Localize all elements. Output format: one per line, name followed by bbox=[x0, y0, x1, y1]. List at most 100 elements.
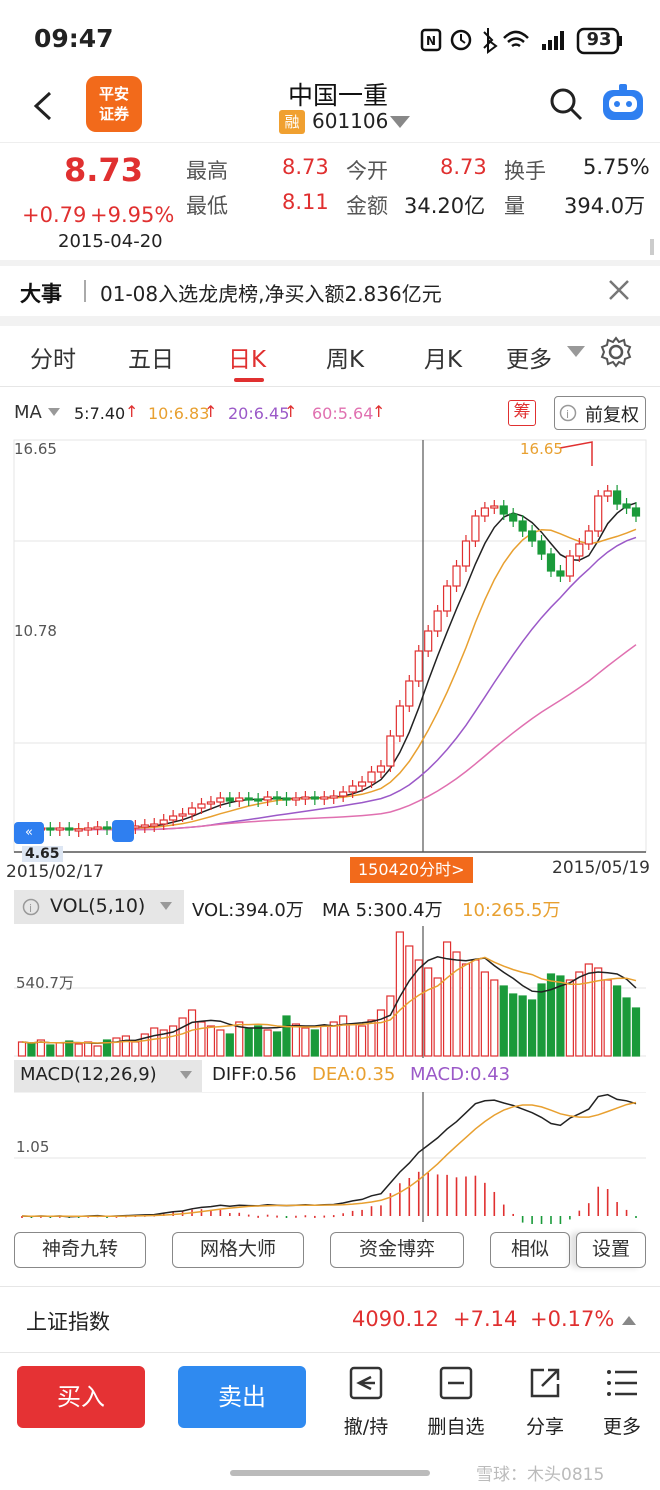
search-icon[interactable] bbox=[548, 86, 584, 122]
macd-bar bbox=[521, 1216, 524, 1223]
cancel-hold-button[interactable]: 撤/持 bbox=[336, 1366, 396, 1439]
tab-wuri[interactable]: 五日 bbox=[128, 347, 174, 373]
volume-bar bbox=[575, 971, 584, 1057]
index-bar[interactable]: 上证指数 4090.12 +7.14 +0.17% bbox=[0, 1290, 660, 1352]
candlestick bbox=[272, 796, 282, 800]
macd-bar bbox=[484, 1182, 486, 1216]
volume-bar bbox=[84, 1041, 93, 1057]
volume-bar bbox=[320, 1025, 329, 1057]
back-icon[interactable] bbox=[30, 90, 58, 122]
tool-capital-game-button[interactable]: 资金博弈 bbox=[330, 1232, 464, 1268]
ma-label[interactable]: MA bbox=[14, 402, 42, 423]
tool-grid-master-button[interactable]: 网格大师 bbox=[172, 1232, 304, 1268]
candlestick bbox=[452, 565, 461, 587]
tab-more[interactable]: 更多 bbox=[506, 347, 552, 373]
minus-box-icon bbox=[439, 1366, 473, 1400]
candlestick bbox=[178, 813, 187, 817]
tab-yuek[interactable]: 月K bbox=[424, 347, 463, 373]
volume-bar bbox=[527, 999, 537, 1057]
volume-bar bbox=[395, 931, 404, 1057]
volume-bar bbox=[206, 1025, 216, 1057]
tool-similar-button[interactable]: 相似 bbox=[490, 1232, 570, 1268]
event-text[interactable]: 01-08入选龙虎榜,净买入额2.836亿元 bbox=[100, 282, 442, 306]
macd-indicator-selector[interactable]: MACD(12,26,9) bbox=[14, 1060, 202, 1092]
volume-bar bbox=[376, 1009, 386, 1057]
candlestick bbox=[301, 796, 310, 800]
candlestick bbox=[499, 505, 508, 515]
volume-bar bbox=[584, 963, 593, 1057]
chevron-down-icon[interactable] bbox=[48, 408, 60, 417]
macd-bar bbox=[493, 1191, 496, 1216]
event-bar[interactable]: 大事 01-08入选龙虎榜,净买入额2.836亿元 bbox=[0, 266, 660, 316]
tool-settings-button[interactable]: 设置 bbox=[576, 1232, 646, 1268]
sell-button[interactable]: 卖出 bbox=[178, 1366, 306, 1428]
tab-fenshi[interactable]: 分时 bbox=[30, 347, 76, 373]
amount-label: 金额 bbox=[346, 194, 388, 218]
fuquan-button[interactable]: i 前复权 bbox=[554, 396, 646, 430]
macd-bar bbox=[616, 1202, 618, 1216]
svg-text:i: i bbox=[566, 408, 569, 421]
cursor-date-button[interactable]: 150420分时> bbox=[350, 857, 473, 883]
macd-chart[interactable] bbox=[0, 1092, 660, 1224]
chevron-up-icon[interactable] bbox=[622, 1316, 636, 1326]
candlestick bbox=[622, 503, 631, 509]
buy-button[interactable]: 买入 bbox=[17, 1366, 145, 1428]
macd-bar bbox=[295, 1215, 297, 1218]
amount-value: 34.20亿 bbox=[404, 194, 486, 218]
volume-bar bbox=[310, 1029, 319, 1057]
start-date-label: 2015/02/17 bbox=[6, 862, 104, 882]
tab-zhouk[interactable]: 周K bbox=[326, 347, 365, 373]
candlestick bbox=[84, 827, 93, 831]
candlestick bbox=[320, 796, 329, 800]
drag-handle-icon[interactable] bbox=[112, 820, 134, 842]
alarm-icon bbox=[450, 29, 472, 51]
vol-indicator-selector[interactable]: i VOL(5,10) bbox=[14, 890, 184, 924]
candlestick bbox=[206, 801, 216, 805]
more-button[interactable]: 更多 bbox=[592, 1366, 652, 1439]
broker-logo: 平安证券 bbox=[86, 76, 142, 132]
candlestick bbox=[150, 823, 159, 827]
low-value: 8.11 bbox=[282, 190, 329, 214]
volume-bar bbox=[46, 1044, 55, 1057]
candlestick bbox=[93, 826, 102, 830]
status-icons: N bbox=[420, 27, 622, 55]
vol-ma10-line bbox=[21, 956, 637, 1044]
macd-bar bbox=[342, 1213, 344, 1216]
chevron-down-icon[interactable] bbox=[567, 346, 585, 358]
candlestick bbox=[480, 507, 489, 517]
macd-bar bbox=[550, 1216, 552, 1224]
candlestick bbox=[414, 650, 423, 682]
nfc-icon bbox=[420, 28, 442, 52]
tab-rik[interactable]: 日K bbox=[228, 347, 267, 373]
candlestick bbox=[442, 585, 452, 612]
volume-bar bbox=[386, 995, 395, 1057]
robot-assistant-icon[interactable] bbox=[601, 84, 645, 124]
vol-axis-label: 540.7万 bbox=[16, 974, 74, 992]
macd-bar bbox=[417, 1171, 420, 1216]
macd-bar bbox=[229, 1213, 231, 1216]
volume-bar bbox=[339, 1015, 348, 1057]
tool-nine-turn-button[interactable]: 神奇九转 bbox=[14, 1232, 146, 1268]
rong-badge: 融 bbox=[279, 110, 305, 134]
close-icon[interactable] bbox=[608, 279, 630, 301]
bluetooth-icon bbox=[483, 28, 498, 54]
macd-bar bbox=[332, 1215, 335, 1218]
candlestick bbox=[461, 540, 471, 567]
volume-bar bbox=[518, 995, 527, 1057]
share-button[interactable]: 分享 bbox=[515, 1366, 575, 1439]
volume-bar bbox=[55, 1042, 64, 1057]
vol-ma10-value: 10:265.5万 bbox=[462, 900, 561, 921]
gear-icon[interactable] bbox=[600, 336, 632, 368]
ma10-value: 10:6.83 bbox=[148, 404, 210, 423]
kline-chart[interactable] bbox=[0, 436, 660, 886]
chevron-down-icon[interactable] bbox=[390, 116, 410, 130]
info-icon: i bbox=[22, 898, 40, 916]
candlestick bbox=[65, 827, 74, 831]
scroll-left-icon[interactable]: « bbox=[14, 822, 44, 844]
stock-code[interactable]: 601106 bbox=[312, 109, 389, 133]
volume-chart[interactable] bbox=[0, 926, 660, 1060]
candlestick bbox=[527, 530, 537, 542]
battery-icon bbox=[576, 27, 620, 55]
remove-watchlist-button[interactable]: 删自选 bbox=[426, 1366, 486, 1439]
chips-badge[interactable]: 筹 bbox=[508, 400, 536, 426]
